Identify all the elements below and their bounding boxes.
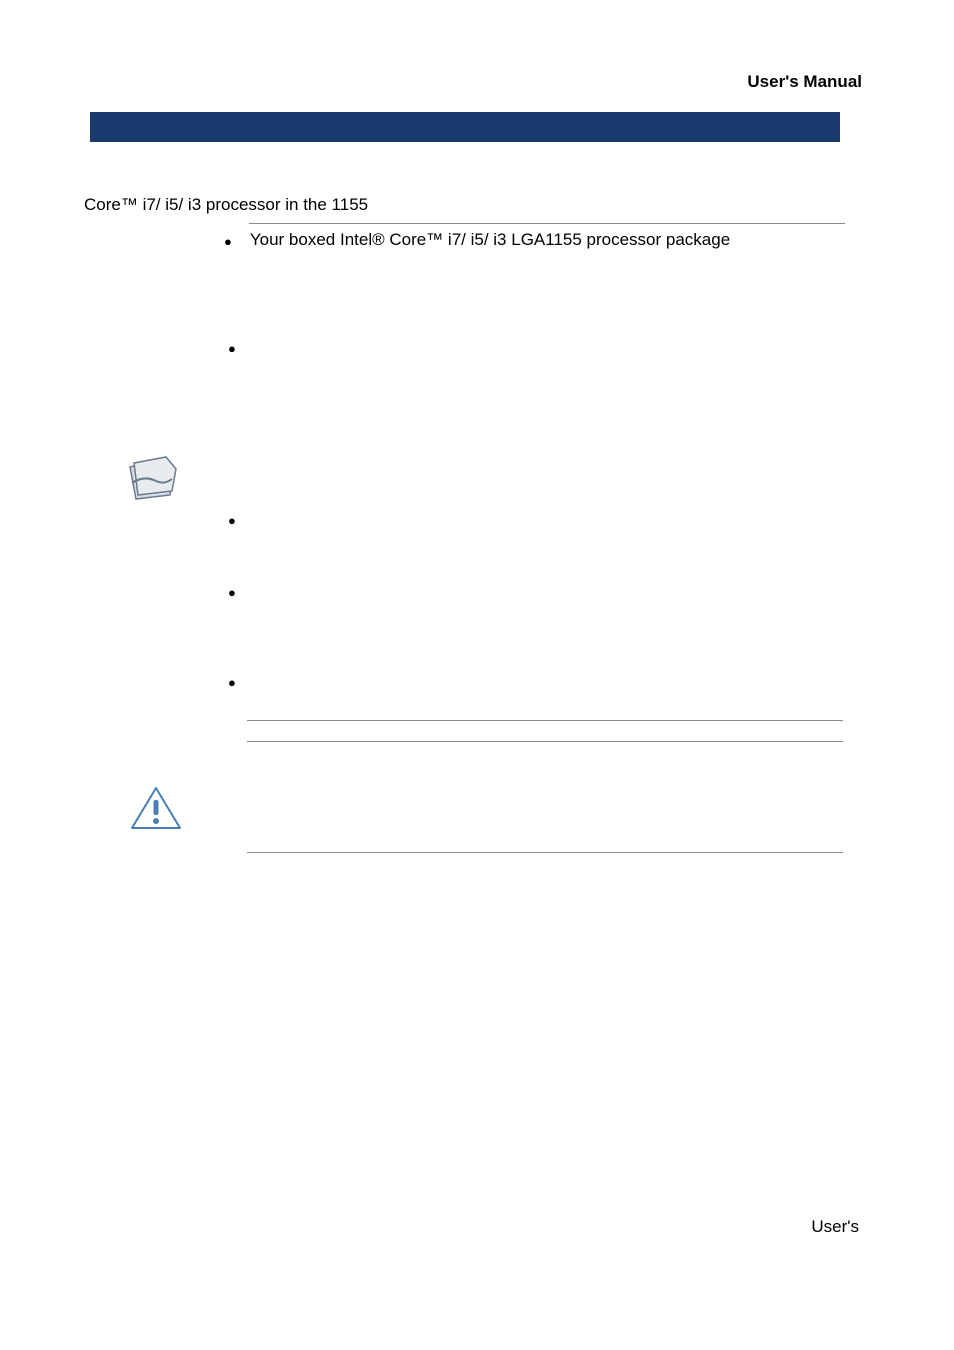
content-area: Core™ i7/ i5/ i3 processor in the 1155 ●… bbox=[84, 195, 844, 254]
section-bar bbox=[90, 112, 840, 142]
bullet-marker: ● bbox=[228, 341, 236, 356]
bullet-list: ● Your boxed Intel® Core™ i7/ i5/ i3 LGA… bbox=[224, 230, 844, 250]
divider bbox=[247, 720, 843, 721]
notes-icon bbox=[124, 455, 180, 508]
divider-top bbox=[249, 223, 845, 224]
divider bbox=[247, 741, 843, 742]
bullet-marker: ● bbox=[228, 675, 236, 690]
list-item: ● Your boxed Intel® Core™ i7/ i5/ i3 LGA… bbox=[224, 230, 844, 250]
footer-text: User's bbox=[811, 1217, 859, 1237]
divider-group bbox=[247, 720, 843, 762]
bullet-text: Your boxed Intel® Core™ i7/ i5/ i3 LGA11… bbox=[250, 230, 844, 250]
divider-bottom bbox=[247, 852, 843, 853]
header-title: User's Manual bbox=[747, 72, 862, 92]
bullet-marker: ● bbox=[228, 585, 236, 600]
bullet-marker: ● bbox=[228, 513, 236, 528]
warning-icon bbox=[130, 786, 182, 837]
intro-text: Core™ i7/ i5/ i3 processor in the 1155 bbox=[84, 195, 844, 215]
bullet-marker: ● bbox=[224, 234, 232, 249]
